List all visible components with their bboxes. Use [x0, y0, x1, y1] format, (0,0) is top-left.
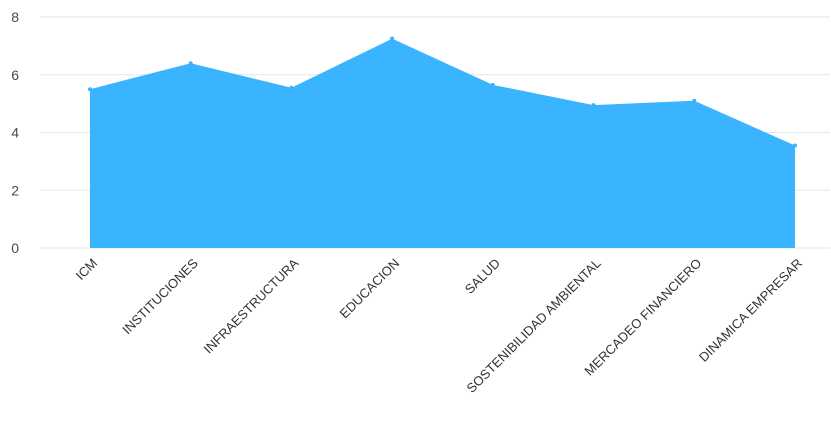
x-tick-label: EDUCACION	[336, 256, 402, 322]
x-tick-label: INSTITUCIONES	[119, 255, 201, 337]
data-point-sostenibilidad-ambiental	[591, 103, 596, 108]
area-series-0	[90, 38, 795, 248]
data-point-dinamica-empresar	[793, 143, 797, 148]
data-point-infraestructura	[289, 85, 294, 90]
data-point-instituciones	[188, 61, 193, 66]
series-layer	[88, 36, 797, 248]
x-tick-label: ICM	[73, 256, 100, 283]
y-tick-label: 2	[11, 182, 19, 198]
x-axis: ICM INSTITUCIONES INFRAESTRUCTURA EDUCACION…	[73, 255, 805, 395]
data-point-mercadeo-financiero	[692, 98, 697, 103]
y-tick-label: 6	[11, 67, 19, 83]
x-tick-label: SALUD	[462, 256, 503, 297]
data-point-salud	[490, 82, 495, 87]
y-tick-label: 0	[11, 240, 19, 256]
x-tick-label: DINAMICA EMPRESAR	[696, 256, 805, 365]
x-tick-label: MERCADEO FINANCIERO	[581, 256, 704, 379]
y-axis: 0 2 4 6 8	[11, 9, 19, 256]
y-tick-label: 8	[11, 9, 19, 25]
x-tick-label: INFRAESTRUCTURA	[201, 255, 302, 356]
data-point-icm	[88, 87, 92, 92]
data-point-educacion	[390, 36, 395, 41]
y-tick-label: 4	[11, 125, 19, 141]
